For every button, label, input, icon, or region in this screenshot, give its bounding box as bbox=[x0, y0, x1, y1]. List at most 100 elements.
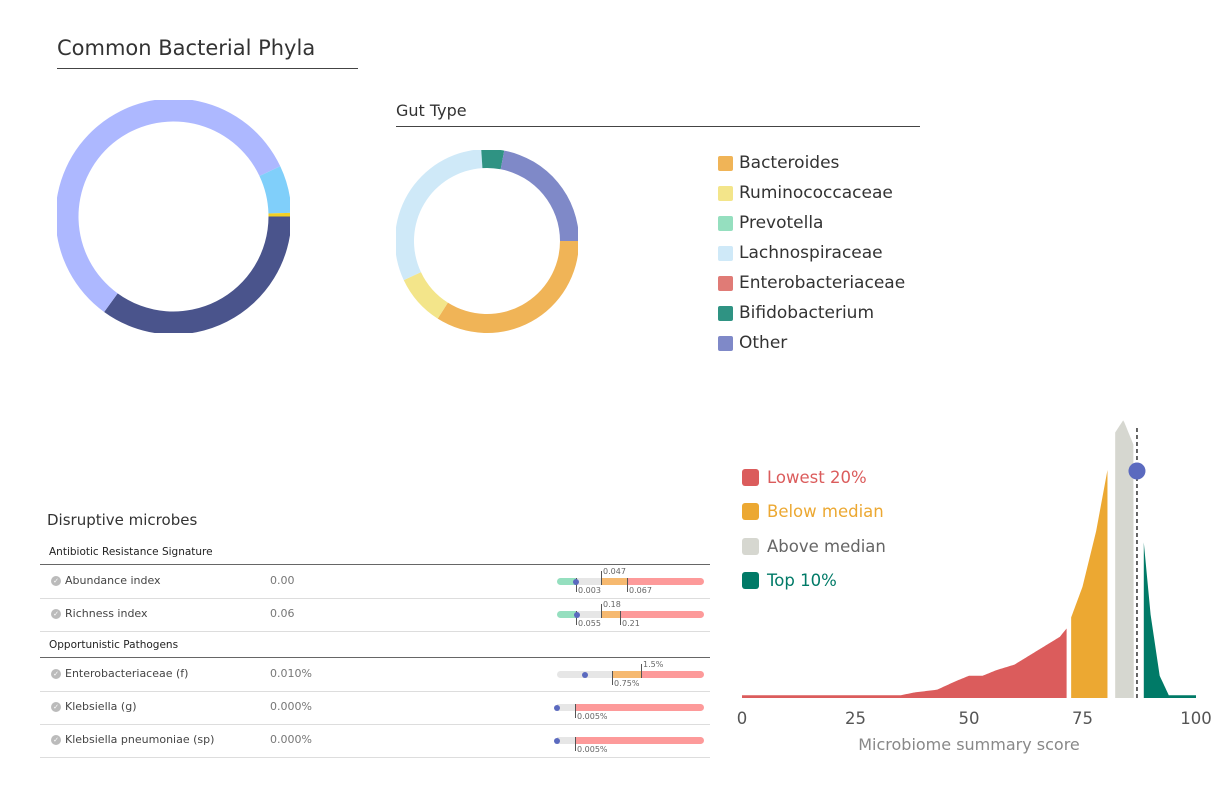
donut-slice-bacteroides bbox=[437, 241, 578, 333]
row-value: 0.000% bbox=[270, 733, 312, 746]
table-row: ✓ Richness index 0.06 0.055 0.18 0.21 bbox=[40, 598, 710, 632]
threshold-label: 0.005% bbox=[577, 745, 608, 754]
legend-swatch bbox=[742, 468, 759, 486]
legend-item: Lowest 20% bbox=[742, 460, 886, 495]
density-band bbox=[1115, 420, 1134, 698]
row-value: 0.010% bbox=[270, 667, 312, 680]
threshold-label: 0.18 bbox=[603, 600, 621, 609]
row-name: Enterobacteriaceae (f) bbox=[65, 667, 189, 680]
value-marker bbox=[554, 737, 560, 744]
donut-slice-bifidobacterium bbox=[481, 150, 505, 170]
legend-swatch bbox=[742, 572, 759, 590]
legend-swatch bbox=[718, 305, 733, 321]
threshold-label: 0.047 bbox=[603, 567, 626, 576]
legend-item: Bacteroides bbox=[718, 148, 905, 178]
legend-label: Lowest 20% bbox=[767, 467, 867, 487]
legend-label: Top 10% bbox=[767, 571, 837, 591]
check-icon: ✓ bbox=[51, 609, 61, 619]
legend-label: Above median bbox=[767, 536, 886, 556]
legend-item: Below median bbox=[742, 495, 886, 530]
section-header: Opportunistic Pathogens bbox=[40, 637, 710, 658]
table-row: ✓ Enterobacteriaceae (f) 0.010% 0.75% 1.… bbox=[40, 658, 710, 692]
legend-label: Ruminococcaceae bbox=[739, 183, 893, 203]
legend-label: Below median bbox=[767, 502, 884, 522]
row-value: 0.00 bbox=[270, 574, 295, 587]
row-name: Abundance index bbox=[65, 574, 161, 587]
donut-slice-ruminococcaceae bbox=[403, 272, 448, 319]
gut-type-donut bbox=[396, 150, 578, 333]
density-band bbox=[742, 628, 1067, 698]
donut-slice-lachnospiraceae bbox=[396, 150, 483, 281]
range-gauge: 0.75% 1.5% bbox=[557, 660, 704, 688]
range-gauge: 0.005% bbox=[554, 737, 704, 754]
row-value: 0.000% bbox=[270, 700, 312, 713]
table-row: ✓ Abundance index 0.00 0.003 0.047 0.067 bbox=[40, 565, 710, 599]
phyla-donut bbox=[57, 100, 290, 333]
table-row: ✓ Klebsiella (g) 0.000% 0.005% bbox=[40, 691, 710, 725]
donut-slice bbox=[268, 212, 290, 217]
legend-swatch bbox=[742, 537, 759, 555]
legend-item: Other bbox=[718, 328, 905, 358]
donut-slice bbox=[104, 216, 290, 333]
disruptive-title: Disruptive microbes bbox=[47, 511, 198, 529]
threshold-label: 0.005% bbox=[577, 712, 608, 721]
threshold-label: 0.003 bbox=[578, 586, 601, 595]
row-name: Klebsiella (g) bbox=[65, 700, 137, 713]
value-marker bbox=[573, 578, 579, 585]
legend-swatch bbox=[718, 335, 733, 351]
x-tick-label: 25 bbox=[845, 709, 866, 728]
range-gauge: 0.005% bbox=[554, 704, 704, 721]
x-tick-label: 75 bbox=[1072, 709, 1093, 728]
legend-label: Enterobacteriaceae bbox=[739, 273, 906, 293]
density-band bbox=[1143, 542, 1196, 698]
legend-item: Enterobacteriaceae bbox=[718, 268, 905, 298]
check-icon: ✓ bbox=[51, 702, 61, 712]
x-tick-label: 0 bbox=[737, 709, 748, 728]
x-tick-label: 50 bbox=[959, 709, 980, 728]
check-icon: ✓ bbox=[51, 735, 61, 745]
value-marker bbox=[554, 704, 560, 711]
legend-label: Other bbox=[739, 333, 788, 353]
legend-item: Bifidobacterium bbox=[718, 298, 905, 328]
legend-item: Ruminococcaceae bbox=[718, 178, 905, 208]
legend-label: Bifidobacterium bbox=[739, 303, 875, 323]
threshold-label: 0.055 bbox=[578, 619, 601, 628]
legend-label: Bacteroides bbox=[739, 153, 840, 173]
range-gauge: 0.055 0.18 0.21 bbox=[557, 600, 704, 628]
legend-swatch bbox=[742, 503, 759, 521]
x-tick-label: 100 bbox=[1180, 709, 1212, 728]
table-row: ✓ Klebsiella pneumoniae (sp) 0.000% 0.00… bbox=[40, 724, 710, 758]
legend-item: Above median bbox=[742, 529, 886, 564]
legend-swatch bbox=[718, 275, 733, 291]
gut-type-title: Gut Type bbox=[396, 101, 920, 127]
legend-swatch bbox=[718, 215, 733, 231]
threshold-label: 0.21 bbox=[622, 619, 640, 628]
donut-slice bbox=[259, 166, 290, 214]
section-header: Antibiotic Resistance Signature bbox=[40, 544, 710, 565]
gut-type-legend: Bacteroides Ruminococcaceae Prevotella Lach… bbox=[718, 148, 905, 358]
legend-swatch bbox=[718, 155, 733, 171]
threshold-label: 1.5% bbox=[643, 660, 664, 669]
threshold-label: 0.067 bbox=[629, 586, 652, 595]
legend-swatch bbox=[718, 185, 733, 201]
check-icon: ✓ bbox=[51, 669, 61, 679]
legend-item: Top 10% bbox=[742, 564, 886, 599]
score-marker bbox=[1128, 462, 1146, 480]
score-legend: Lowest 20% Below median Above median Top 10… bbox=[742, 460, 886, 598]
x-axis-label: Microbiome summary score bbox=[858, 735, 1080, 754]
value-marker bbox=[582, 671, 588, 678]
legend-item: Lachnospiraceae bbox=[718, 238, 905, 268]
threshold-label: 0.75% bbox=[614, 679, 640, 688]
check-icon: ✓ bbox=[51, 576, 61, 586]
row-name: Klebsiella pneumoniae (sp) bbox=[65, 733, 215, 746]
value-marker bbox=[574, 611, 580, 618]
row-name: Richness index bbox=[65, 607, 148, 620]
donut-slice-other bbox=[500, 150, 578, 241]
range-gauge: 0.003 0.047 0.067 bbox=[557, 567, 704, 595]
density-band bbox=[1071, 470, 1108, 698]
phyla-title: Common Bacterial Phyla bbox=[57, 36, 358, 69]
row-value: 0.06 bbox=[270, 607, 295, 620]
legend-swatch bbox=[718, 245, 733, 261]
